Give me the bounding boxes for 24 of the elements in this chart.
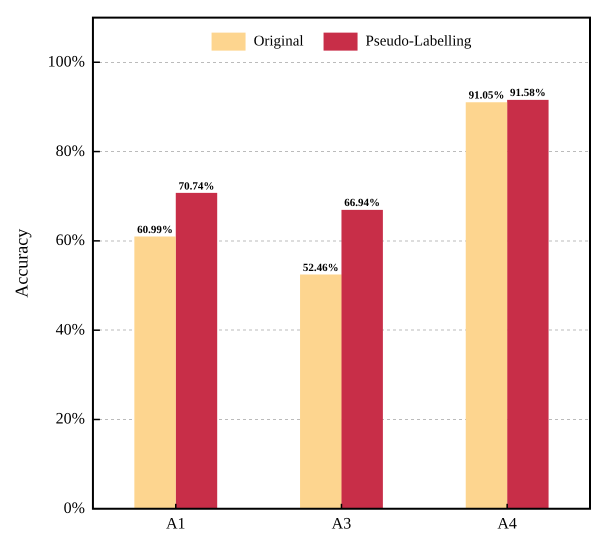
bar xyxy=(176,192,218,508)
y-axis-title: Accuracy xyxy=(12,228,32,298)
bar xyxy=(341,210,383,508)
y-tick-label: 0% xyxy=(64,500,85,518)
x-tick-label: A3 xyxy=(332,516,352,533)
y-tick-label: 100% xyxy=(48,53,85,70)
data-label: 91.58% xyxy=(510,87,546,100)
y-tick-label: 20% xyxy=(56,410,85,428)
legend-label: Original xyxy=(254,34,304,50)
data-label: 91.05% xyxy=(468,90,504,102)
bar xyxy=(134,236,176,508)
data-label: 60.99% xyxy=(137,224,173,236)
legend-label: Pseudo-Labelling xyxy=(366,34,472,50)
y-tick-label: 80% xyxy=(56,142,85,160)
bar xyxy=(466,102,508,508)
data-label: 70.74% xyxy=(178,180,214,192)
data-label: 52.46% xyxy=(302,262,339,274)
y-tick-label: 60% xyxy=(56,232,85,250)
bar xyxy=(300,274,342,508)
y-tick-label: 40% xyxy=(56,321,85,338)
x-tick-label: A1 xyxy=(166,516,186,533)
data-label: 66.94% xyxy=(344,197,380,210)
bar xyxy=(507,100,549,508)
x-tick-label: A4 xyxy=(497,516,517,533)
